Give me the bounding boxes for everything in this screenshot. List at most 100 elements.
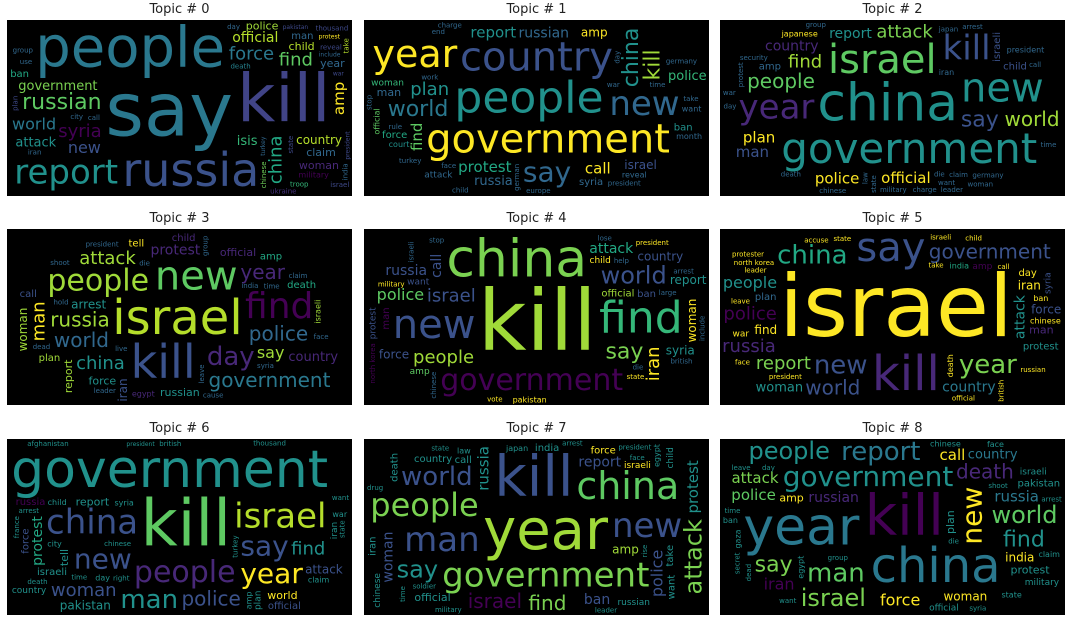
word-police: police: [647, 550, 666, 597]
word-iran: iran: [116, 378, 130, 401]
word-thousand: thousand: [316, 24, 349, 32]
word-day: day: [1018, 268, 1036, 279]
word-say: say: [240, 530, 288, 563]
panel-title: Topic # 7: [506, 421, 567, 436]
panel-title: Topic # 8: [862, 421, 923, 436]
word-chinese: chinese: [819, 187, 846, 195]
word-egypt: egypt: [796, 556, 805, 579]
word-find: find: [788, 52, 822, 73]
word-city: city: [70, 113, 83, 121]
word-year: year: [959, 350, 1017, 380]
word-rise: rise: [641, 545, 649, 558]
word-face: face: [441, 162, 456, 170]
word-protest: protest: [1010, 564, 1050, 577]
word-dead: dead: [745, 564, 753, 581]
word-plan: plan: [253, 591, 263, 610]
word-country: country: [942, 379, 996, 395]
topic-panel-8: Topic # 8 kill year china government new man r…: [720, 421, 1065, 617]
word-death: death: [390, 453, 401, 482]
word-face: face: [987, 440, 1004, 449]
word-country: country: [460, 35, 613, 81]
word-woman: woman: [685, 299, 699, 343]
word-turkey: turkey: [260, 136, 267, 156]
word-force: force: [21, 529, 32, 554]
word-government: government: [781, 124, 1037, 173]
wordcloud: israel kill say china new year government world…: [720, 229, 1065, 405]
word-world: world: [1004, 107, 1059, 131]
word-amp: amp: [759, 62, 781, 73]
word-official: official: [881, 169, 930, 187]
word-police: police: [249, 321, 308, 345]
word-die: die: [934, 171, 945, 179]
word-year: year: [240, 260, 285, 284]
word-russian: russian: [518, 26, 569, 42]
word-man: man: [381, 307, 392, 329]
word-kill: kill: [943, 29, 991, 69]
word-claim: claim: [308, 575, 330, 584]
word-british: british: [670, 357, 692, 365]
word-new: new: [609, 84, 679, 124]
word-ban: ban: [10, 69, 29, 80]
word-war: war: [332, 510, 347, 519]
word-israeli: israeli: [313, 300, 322, 324]
word-russia: russia: [475, 446, 493, 491]
word-force: force: [591, 446, 616, 457]
word-syria: syria: [257, 362, 274, 370]
word-new: new: [68, 138, 101, 157]
word-israel: israel: [234, 497, 326, 537]
word-state: state: [287, 136, 295, 154]
word-ban: ban: [1033, 294, 1048, 303]
word-find: find: [1003, 527, 1045, 552]
word-police: police: [668, 69, 707, 84]
word-turkey: turkey: [231, 535, 239, 557]
word-japan: japan: [505, 444, 528, 453]
word-world: world: [991, 501, 1057, 529]
word-troop: troop: [290, 181, 309, 189]
word-military: military: [1025, 578, 1060, 588]
word-protest: protest: [319, 34, 341, 41]
word-ban: ban: [723, 516, 738, 525]
word-lose: lose: [598, 235, 612, 243]
word-report: report: [841, 439, 920, 467]
word-russian: russian: [617, 598, 650, 608]
word-plan: plan: [11, 96, 19, 111]
word-shoot: shoot: [988, 482, 1008, 490]
word-state: state: [338, 520, 346, 538]
word-force: force: [379, 347, 409, 361]
word-child: child: [666, 447, 676, 468]
word-force: force: [229, 43, 274, 64]
word-face: face: [630, 454, 645, 462]
word-day: day: [762, 464, 775, 472]
word-police: police: [723, 303, 776, 324]
word-israeli: israeli: [37, 567, 67, 578]
word-want: want: [779, 597, 796, 605]
word-government: government: [929, 239, 1051, 263]
word-hold: hold: [53, 299, 68, 307]
word-official: official: [601, 289, 634, 300]
word-want: want: [407, 278, 430, 288]
word-call: call: [585, 159, 611, 177]
word-people: people: [35, 20, 225, 80]
word-israel: israel: [779, 257, 1013, 357]
word-president: president: [86, 241, 119, 249]
word-chinese: chinese: [260, 161, 268, 188]
word-group: group: [13, 46, 34, 54]
word-attack: attack: [79, 248, 136, 269]
word-government: government: [11, 440, 328, 500]
word-russian: russian: [160, 386, 200, 399]
word-find: find: [599, 293, 683, 344]
word-egypt: egypt: [653, 444, 662, 467]
word-charge: charge: [438, 21, 462, 29]
word-country: country: [296, 133, 342, 147]
word-attack: attack: [15, 136, 56, 151]
panel-title: Topic # 4: [506, 211, 567, 226]
word-arrest: arrest: [562, 439, 583, 447]
word-call: call: [455, 455, 472, 466]
word-man: man: [377, 86, 401, 99]
word-china: china: [265, 135, 286, 184]
word-plan: plan: [743, 129, 775, 147]
word-kill: kill: [478, 272, 597, 370]
word-woman: woman: [380, 532, 396, 583]
word-arrest: arrest: [1041, 496, 1062, 504]
word-rule: rule: [389, 123, 403, 131]
